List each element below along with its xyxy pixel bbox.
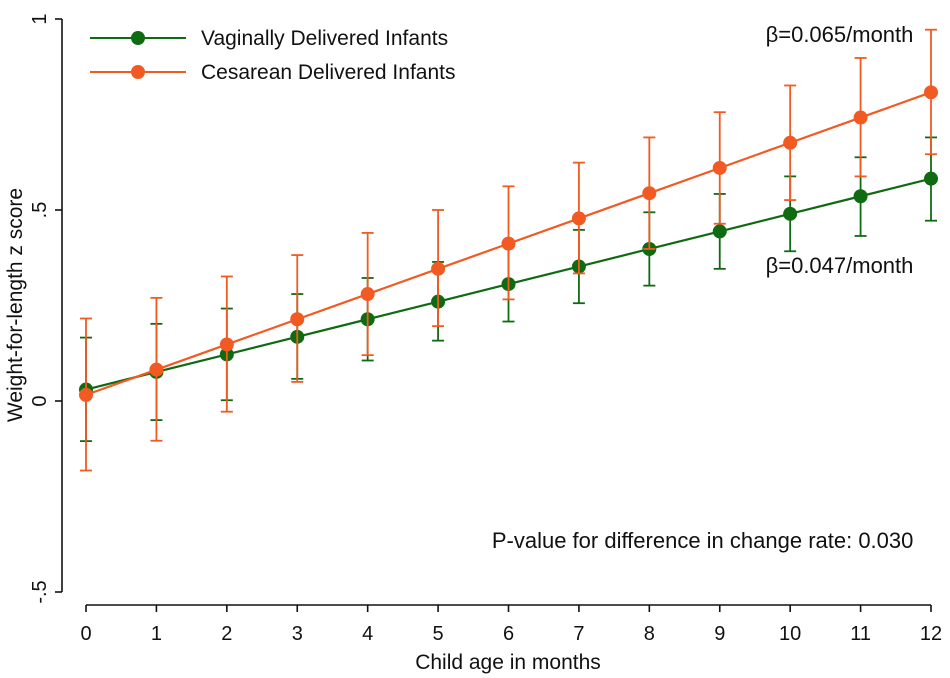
series-cesarean [79,28,938,472]
data-point-cesarean [642,186,657,201]
data-point-cesarean [431,261,446,276]
data-point-vaginal [712,224,727,239]
x-tick-label: 8 [644,623,655,645]
annotation-2: P-value for difference in change rate: 0… [492,528,914,553]
x-tick-label: 3 [292,623,303,645]
x-tick-label: 11 [850,623,871,645]
x-tick-label: 5 [433,623,444,645]
data-point-cesarean [360,287,375,302]
x-tick-label: 7 [573,623,584,645]
legend-marker-cesarean [131,65,145,79]
series-layer [79,28,938,472]
x-tick-label: 2 [221,623,232,645]
y-axis: -.5 0 .5 1 [29,13,63,604]
y-tick-label: 0 [29,395,51,406]
x-axis-title: Child age in months [415,651,601,674]
data-point-cesarean [290,312,305,327]
data-point-cesarean [712,160,727,175]
x-tick-label: 12 [920,623,942,645]
legend-marker-vaginal [131,31,145,45]
annotations: β=0.065/month β=0.047/month P-value for di… [492,22,914,553]
x-tick-label: 6 [503,623,514,645]
x-tick-label: 9 [714,623,725,645]
legend-item-vaginal: Vaginally Delivered Infants [90,27,448,50]
legend: Vaginally Delivered Infants Cesarean Del… [90,27,455,84]
legend-label-cesarean: Cesarean Delivered Infants [201,61,455,84]
data-point-vaginal [853,189,868,204]
x-tick-label: 4 [362,623,373,645]
data-point-cesarean [149,362,164,377]
data-point-vaginal [783,206,798,221]
data-point-vaginal [924,171,938,186]
y-tick-label: .5 [29,202,51,219]
x-axis: 0 1 2 3 4 5 6 7 8 9 10 11 12 [80,604,942,645]
legend-item-cesarean: Cesarean Delivered Infants [90,61,455,84]
annotation-1: β=0.047/month [766,253,914,278]
y-tick-label: -.5 [29,580,51,603]
annotation-0: β=0.065/month [766,22,914,47]
x-tick-label: 1 [151,623,162,645]
data-point-cesarean [783,135,798,150]
data-point-cesarean [501,236,516,251]
y-tick-label: 1 [29,13,51,24]
data-point-cesarean [924,85,938,100]
x-tick-label: 10 [779,623,801,645]
y-axis-title: Weight-for-length z score [4,188,27,422]
data-point-cesarean [219,337,234,352]
data-point-cesarean [571,211,586,226]
data-point-cesarean [79,387,93,402]
legend-label-vaginal: Vaginally Delivered Infants [201,27,448,50]
data-point-cesarean [853,110,868,125]
x-tick-label: 0 [80,623,91,645]
